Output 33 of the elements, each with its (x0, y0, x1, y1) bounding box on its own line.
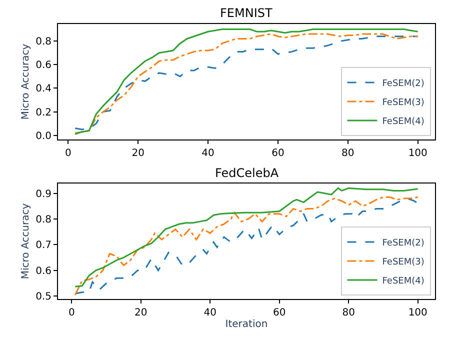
y-tick-label: 0.6 (36, 60, 52, 72)
y-tick-label: 0.8 (36, 36, 52, 48)
legend-label: FeSEM(4) (382, 276, 424, 287)
x-tick-label: 80 (342, 148, 354, 159)
legend-label: FeSEM(2) (382, 238, 424, 249)
chart-title: FEMNIST (220, 6, 273, 20)
x-axis-title: Iteration (225, 319, 268, 330)
x-tick-label: 60 (273, 308, 286, 318)
legend-label: FeSEM(2) (382, 79, 424, 90)
legend-label: FeSEM(3) (382, 258, 424, 268)
y-tick-label: 0.5 (36, 292, 52, 303)
x-tick-label: 60 (272, 148, 284, 159)
y-tick-label: 0.0 (36, 130, 52, 142)
x-tick-label: 20 (134, 308, 148, 318)
x-tick-label: 0 (64, 148, 72, 159)
y-tick-label: 0.6 (36, 266, 52, 277)
x-tick-label: 100 (408, 148, 428, 159)
legend-label: FeSEM(4) (382, 117, 424, 128)
chart-title: FedCelebA (215, 166, 280, 180)
x-tick-label: 0 (68, 308, 75, 318)
y-axis-title: Micro Accuracy (20, 203, 32, 280)
y-tick-label: 0.4 (36, 84, 52, 95)
x-tick-label: 40 (204, 308, 217, 318)
y-tick-label: 0.9 (36, 188, 52, 200)
x-tick-label: 40 (202, 148, 214, 159)
legend-label: FeSEM(3) (382, 98, 424, 108)
x-tick-label: 80 (342, 308, 355, 318)
y-tick-label: 0.2 (36, 107, 52, 118)
y-tick-label: 0.7 (36, 240, 52, 252)
y-axis-title: Micro Accuracy (20, 44, 32, 120)
x-tick-label: 20 (132, 148, 144, 159)
x-tick-label: 100 (408, 308, 428, 318)
y-tick-label: 0.8 (36, 214, 52, 226)
